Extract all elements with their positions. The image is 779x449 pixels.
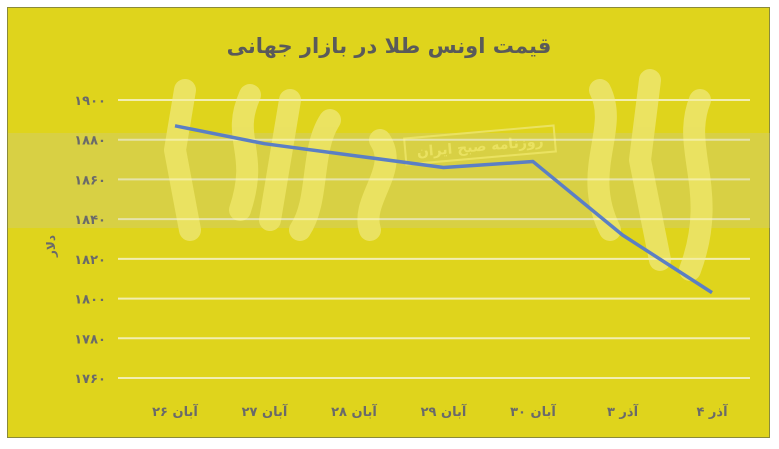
- y-axis-label: دلار: [44, 235, 58, 258]
- y-tick-label: ۱۸۰۰: [74, 293, 106, 308]
- y-tick-label: ۱۸۴۰: [74, 213, 106, 228]
- x-tick-labels: ۲۶ آبان ۲۷ آبان ۲۸ آبان ۲۹ آبان ۳۰ آبان ۳ آذر…: [152, 403, 728, 420]
- y-tick-label: ۱۷۸۰: [74, 332, 106, 347]
- x-tick-label: ۲۸ آبان: [331, 403, 377, 420]
- y-tick-label: ۱۸۸۰: [74, 134, 106, 149]
- x-tick-label: ۳ آذر: [607, 403, 639, 420]
- y-tick-label: ۱۹۰۰: [74, 94, 106, 109]
- y-tick-label: ۱۷۶۰: [74, 372, 106, 387]
- chart-title: قیمت اونس طلا در بازار جهانی: [227, 34, 552, 58]
- x-tick-label: ۳۰ آبان: [510, 403, 556, 420]
- series-group: [174, 124, 713, 295]
- y-tick-labels: ۱۹۰۰ ۱۸۸۰ ۱۸۶۰ ۱۸۴۰ ۱۸۲۰ ۱۸۰۰ ۱۷۸۰ ۱۷۶۰: [74, 94, 106, 387]
- watermark-logo: روزنامه صبح ایران: [8, 69, 770, 281]
- x-tick-label: ۲۷ آبان: [242, 403, 288, 420]
- y-tick-label: ۱۸۶۰: [74, 173, 106, 188]
- x-tick-label: ۴ آذر: [696, 403, 728, 420]
- x-tick-label: ۲۹ آبان: [421, 403, 467, 420]
- y-tick-label: ۱۸۲۰: [74, 253, 106, 268]
- x-tick-label: ۲۶ آبان: [152, 403, 198, 420]
